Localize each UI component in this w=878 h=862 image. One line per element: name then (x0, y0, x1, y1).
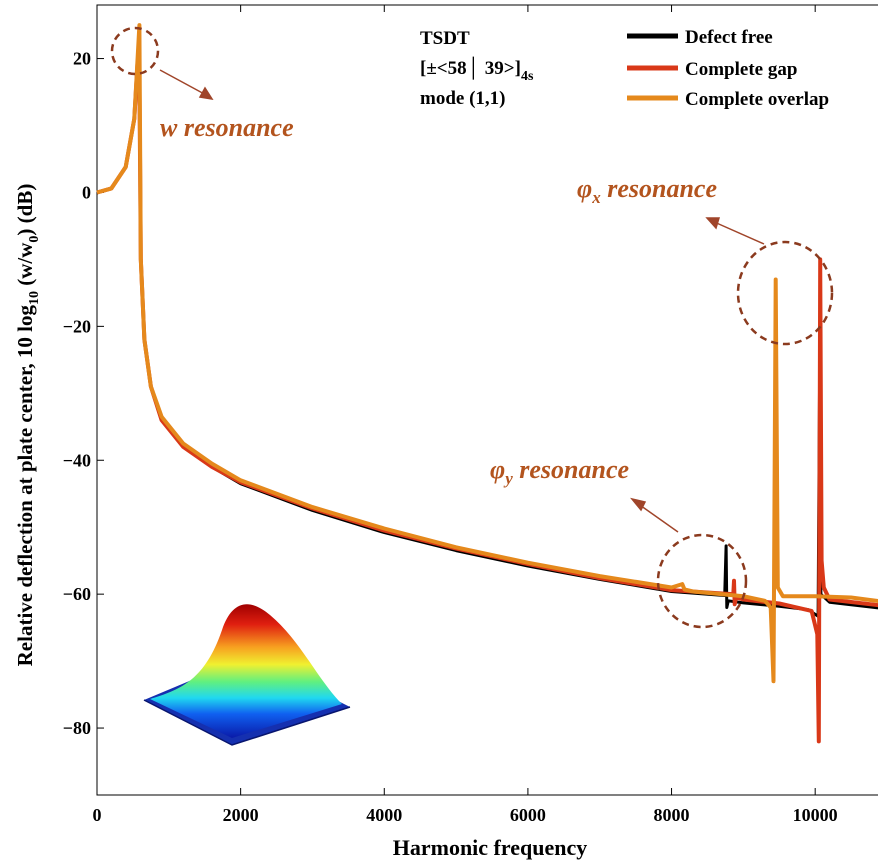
y-tick-label: 0 (82, 182, 91, 202)
y-tick-label: −80 (63, 718, 91, 738)
axis-ticks: 0 2000 4000 6000 8000 10000 20 0 −20 −40 −60 −80 (63, 5, 838, 825)
info-block: TSDT [±<58│ 39>]4s mode (1,1) (420, 28, 534, 109)
x-tick-label: 6000 (510, 805, 546, 825)
w-resonance-label: w resonance (160, 113, 294, 142)
info-line-1: TSDT (420, 28, 470, 49)
y-tick-label: −60 (63, 584, 91, 604)
legend-label-complete-overlap: Complete overlap (685, 89, 829, 110)
x-axis-label: Harmonic frequency (393, 835, 588, 860)
info-line-3: mode (1,1) (420, 88, 505, 109)
x-tick-label: 0 (93, 805, 102, 825)
y-tick-label: 20 (73, 49, 91, 69)
legend-label-defect-free: Defect free (685, 27, 773, 48)
mode-shape-inset (143, 604, 351, 746)
annotation-circles (110, 26, 834, 629)
series-layer (96, 23, 878, 744)
y-tick-label: −40 (63, 450, 91, 470)
y-tick-label: −20 (63, 316, 91, 336)
x-tick-label: 8000 (654, 805, 690, 825)
series-line-complete-overlap (96, 23, 878, 684)
series-line-complete-gap (96, 59, 878, 744)
y-axis-label: Relative deflection at plate center, 10 … (13, 184, 42, 667)
x-tick-label: 4000 (366, 805, 402, 825)
phix-resonance-label: φx resonance (577, 174, 717, 207)
legend-label-complete-gap: Complete gap (685, 59, 797, 80)
w-resonance-circle (110, 26, 160, 76)
info-line-2: [±<58│ 39>]4s (420, 56, 534, 84)
legend: Defect free Complete gap Complete overla… (627, 27, 829, 110)
phix-resonance-circle (736, 240, 834, 346)
phiy-resonance-label: φy resonance (490, 455, 629, 488)
x-tick-label: 10000 (793, 805, 838, 825)
plot-frame (96, 4, 878, 796)
annotation-arrows (159, 69, 765, 533)
x-tick-label: 2000 (223, 805, 259, 825)
phiy-resonance-circle (656, 533, 748, 629)
